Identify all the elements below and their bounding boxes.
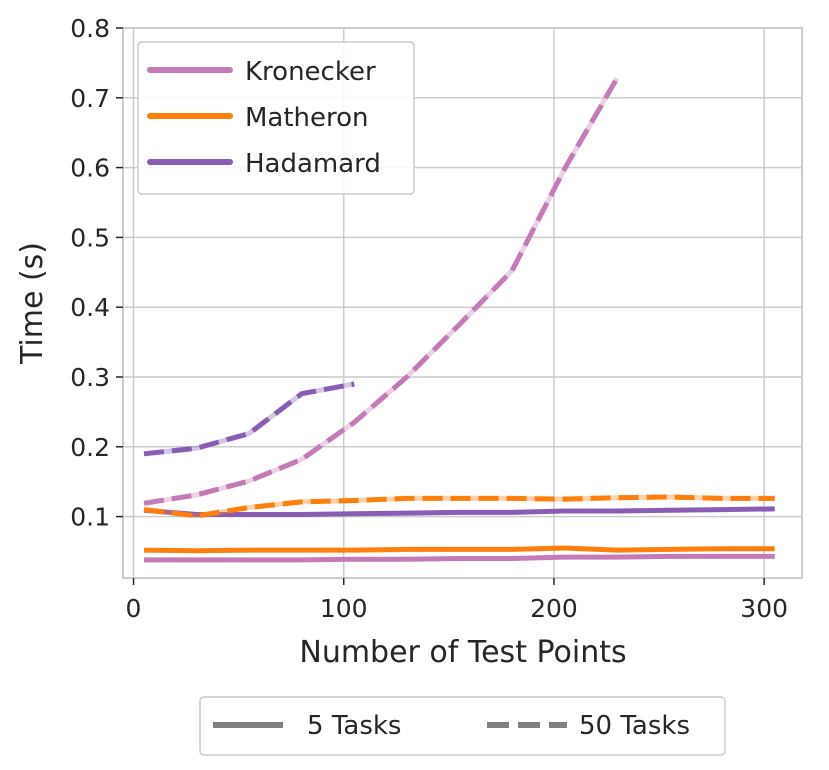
y-tick-label: 0.7 — [70, 84, 110, 113]
y-tick-label: 0.4 — [70, 293, 110, 322]
x-axis-ticks: 0 100 200 300 — [126, 578, 788, 623]
task-legend-box — [199, 696, 726, 756]
method-legend-box — [137, 41, 415, 195]
series-lines — [143, 77, 775, 563]
legend-label-hadamard: Hadamard — [245, 149, 381, 179]
method-legend: Kronecker Matheron Hadamard — [137, 41, 415, 195]
y-tick-label: 0.2 — [70, 433, 110, 462]
y-axis-ticks: 0.1 0.2 0.3 0.4 0.5 0.6 0.7 0.8 — [70, 14, 123, 532]
series-kronecker-50-tasks-line — [143, 77, 620, 506]
y-tick-label: 0.1 — [70, 503, 110, 532]
y-tick-label: 0.5 — [70, 223, 110, 252]
series-matheron-5-tasks-line — [143, 545, 775, 554]
legend-label-50-tasks: 50 Tasks — [579, 711, 690, 741]
plot-frame — [122, 27, 803, 579]
x-axis-label: Number of Test Points — [299, 635, 626, 670]
legend-label-kronecker: Kronecker — [245, 57, 376, 87]
y-tick-label: 0.6 — [70, 154, 110, 183]
y-axis-label: Time (s) — [15, 242, 50, 365]
x-tick-label: 200 — [530, 594, 578, 623]
x-tick-label: 100 — [320, 594, 368, 623]
series-kronecker-5-tasks-line — [144, 553, 775, 563]
x-tick-label: 300 — [740, 594, 788, 623]
y-tick-label: 0.8 — [70, 14, 110, 43]
x-tick-label: 0 — [126, 594, 142, 623]
series-hadamard-5-tasks-line — [143, 506, 775, 517]
legend-label-5-tasks: 5 Tasks — [307, 711, 401, 741]
series-hadamard-50-tasks-line — [143, 381, 355, 457]
task-legend: 5 Tasks 50 Tasks — [199, 696, 726, 756]
legend-label-matheron: Matheron — [245, 103, 369, 133]
y-tick-label: 0.3 — [70, 363, 110, 392]
series-matheron-50-tasks-line — [143, 494, 775, 519]
